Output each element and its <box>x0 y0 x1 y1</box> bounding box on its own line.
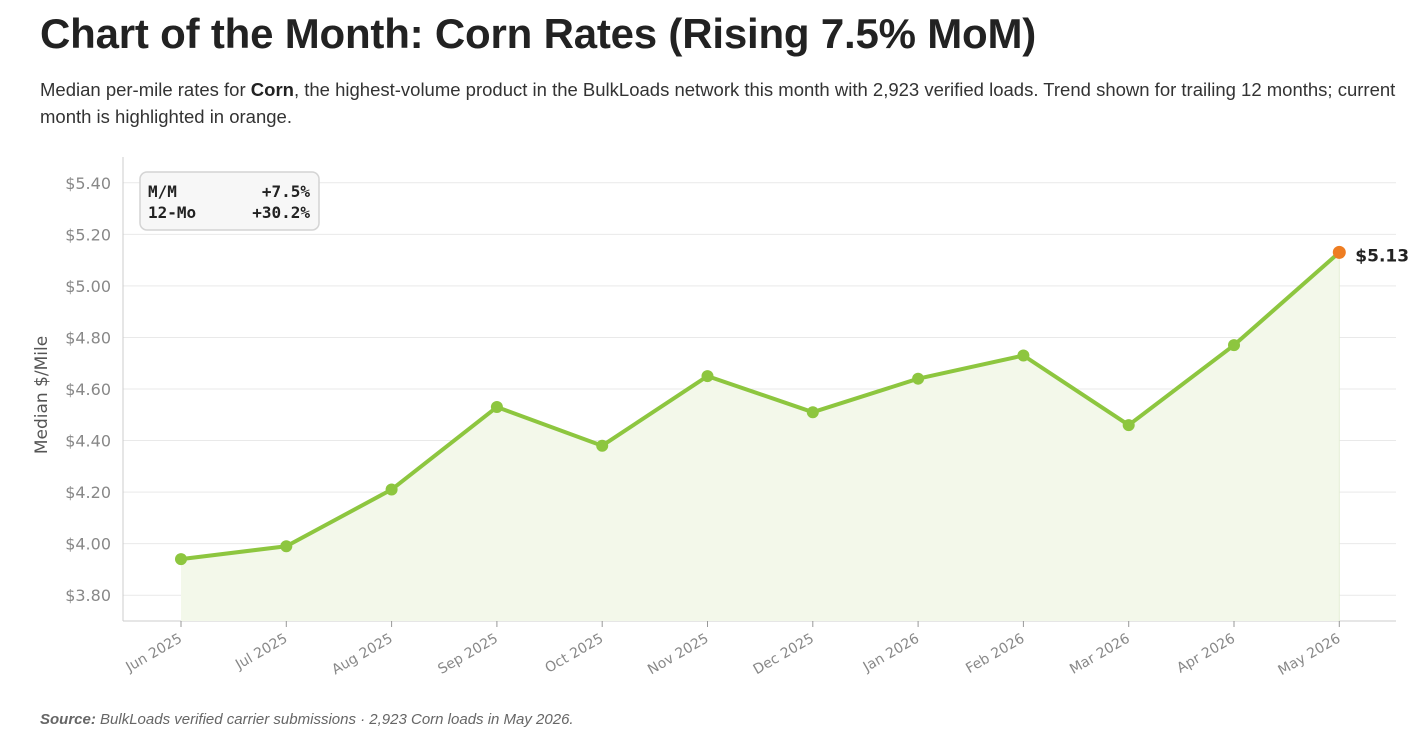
series-line <box>179 250 1342 562</box>
source-label: Source: <box>40 711 96 728</box>
data-point <box>806 406 819 419</box>
y-tick-label: $5.20 <box>65 225 111 244</box>
data-point <box>175 553 187 566</box>
source-note: Source: BulkLoads verified carrier submi… <box>40 711 574 728</box>
y-axis-label: Median $/Mile <box>32 336 52 454</box>
page-title: Chart of the Month: Corn Rates (Rising 7… <box>40 10 1037 57</box>
area-fill <box>181 252 1340 621</box>
x-tick-label: Jul 2025 <box>232 631 290 674</box>
x-tick-label: Mar 2026 <box>1067 631 1133 678</box>
x-tick-label: Dec 2025 <box>751 631 817 678</box>
data-point <box>280 540 293 553</box>
x-tick-label: Nov 2025 <box>645 631 711 679</box>
stat-label: 12-Mo <box>148 203 196 222</box>
x-tick-label: Feb 2026 <box>963 631 1027 677</box>
stats-box: M/M +7.5% 12-Mo +30.2% <box>139 171 320 231</box>
stat-label: M/M <box>148 182 177 201</box>
data-point <box>385 483 398 496</box>
x-tick-label: Aug 2025 <box>329 631 395 679</box>
x-tick-label: Jun 2025 <box>122 631 185 676</box>
x-tick-label: Oct 2025 <box>543 631 607 677</box>
y-tick-label: $3.80 <box>65 586 111 605</box>
data-point <box>1017 349 1030 362</box>
chart-subtitle: Median per-mile rates for Corn, the high… <box>40 76 1400 130</box>
x-tick-label: Sep 2025 <box>435 631 501 678</box>
subtitle-product: Corn <box>250 79 294 100</box>
x-tick-label: Jan 2026 <box>860 631 922 676</box>
data-point <box>701 370 714 383</box>
data-point <box>912 372 925 385</box>
stat-value: +30.2% <box>252 203 310 222</box>
y-tick-label: $4.40 <box>65 432 111 451</box>
highlight-point <box>1332 245 1346 259</box>
stat-value: +7.5% <box>262 182 311 201</box>
y-tick-label: $4.60 <box>65 380 111 399</box>
data-point <box>596 439 609 452</box>
y-tick-label: $4.20 <box>65 483 111 502</box>
subtitle-text-start: Median per-mile rates for <box>40 79 251 100</box>
y-tick-label: $4.80 <box>65 328 111 347</box>
subtitle-text-end: , the highest-volume product in the Bulk… <box>40 79 1396 127</box>
data-point <box>1122 419 1135 432</box>
x-tick-label: May 2026 <box>1276 631 1344 679</box>
y-tick-label: $4.00 <box>65 535 111 554</box>
source-text: BulkLoads verified carrier submissions ·… <box>95 711 574 728</box>
y-tick-label: $5.40 <box>65 174 111 193</box>
x-tick-label: Apr 2026 <box>1174 631 1238 677</box>
stats-box-background <box>139 171 320 231</box>
data-point <box>490 401 503 414</box>
highlight-value-label: $5.13 <box>1355 246 1409 266</box>
data-point <box>1228 339 1240 352</box>
y-tick-label: $5.00 <box>65 277 111 296</box>
